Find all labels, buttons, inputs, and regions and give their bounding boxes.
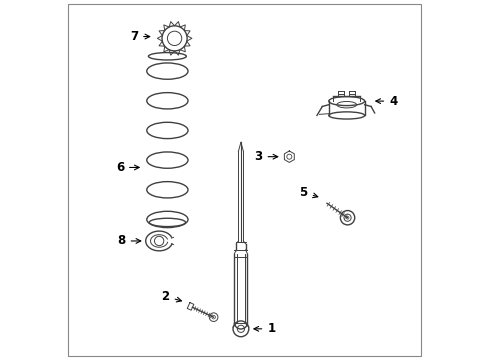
Text: 8: 8 (117, 234, 141, 247)
Text: 1: 1 (253, 322, 275, 335)
Text: 7: 7 (130, 30, 149, 43)
Text: 6: 6 (116, 161, 139, 174)
Text: 3: 3 (254, 150, 277, 163)
Text: 2: 2 (161, 290, 181, 303)
Text: 4: 4 (375, 95, 397, 108)
Text: 5: 5 (299, 186, 317, 199)
